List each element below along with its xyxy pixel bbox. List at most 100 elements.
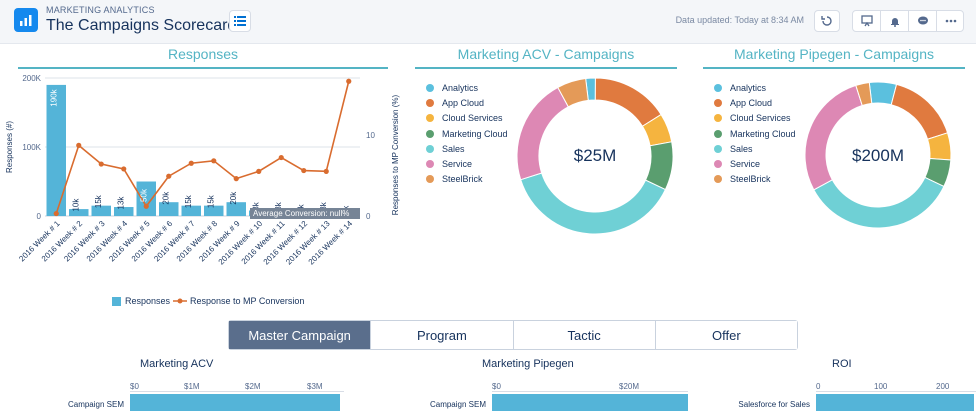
legend-label: App Cloud xyxy=(442,98,485,109)
legend-item: Sales xyxy=(714,144,753,154)
legend-swatch-line xyxy=(173,298,187,304)
conversion-point[interactable] xyxy=(166,173,172,179)
legend-label: Service xyxy=(730,159,761,169)
bar-data-label: 8k xyxy=(252,201,261,210)
legend-swatch xyxy=(426,99,434,108)
legend-label: Analytics xyxy=(442,83,479,93)
legend-swatch xyxy=(426,84,434,92)
bar-responses[interactable] xyxy=(159,202,179,216)
legend-conversion: Response to MP Conversion xyxy=(173,296,304,306)
bar-responses[interactable] xyxy=(226,202,247,216)
donut-slice-app-cloud[interactable] xyxy=(594,77,662,127)
pipegen-bar[interactable] xyxy=(492,394,688,411)
refresh-button[interactable] xyxy=(814,10,840,32)
legend-label: SteelBrick xyxy=(730,174,771,185)
legend-label: Sales xyxy=(442,143,465,154)
acv-donut-chart xyxy=(516,77,674,235)
bar-responses[interactable] xyxy=(204,205,224,216)
bar-responses[interactable] xyxy=(114,207,134,216)
legend-swatch xyxy=(714,144,722,153)
legend-item: App Cloud xyxy=(714,98,772,108)
y-axis-label-left: Responses (#) xyxy=(5,121,14,173)
y-tick-right: 10 xyxy=(366,131,375,140)
donut-slice-sales[interactable] xyxy=(813,176,945,229)
comment-button[interactable] xyxy=(909,11,937,31)
conversion-point[interactable] xyxy=(323,168,329,174)
bar-data-label: 190k xyxy=(49,88,58,106)
acv-section-title: Marketing ACV xyxy=(140,358,214,370)
legend-item: Sales xyxy=(426,144,465,154)
conversion-point[interactable] xyxy=(256,168,262,174)
acv-title: Marketing ACV - Campaigns xyxy=(457,46,635,62)
tab-tactic[interactable]: Tactic xyxy=(513,321,656,349)
y-axis-label-right: Responses to MP Conversion (%) xyxy=(391,94,400,215)
tab-program[interactable]: Program xyxy=(371,321,514,349)
acv-title-rule xyxy=(415,67,677,69)
conversion-point[interactable] xyxy=(53,210,59,217)
donut-slice-steelbrick[interactable] xyxy=(855,81,873,107)
roi-section-title: ROI xyxy=(832,358,852,370)
pipegen-title-rule xyxy=(703,67,965,69)
donut-slice-steelbrick[interactable] xyxy=(557,78,589,108)
y-tick-left: 0 xyxy=(37,212,42,221)
conversion-point[interactable] xyxy=(76,142,82,148)
more-actions-button[interactable] xyxy=(937,11,965,31)
donut-slice-app-cloud[interactable] xyxy=(890,83,949,140)
legend-swatch xyxy=(714,129,722,138)
acv-tick: $3M xyxy=(307,382,323,391)
conversion-point[interactable] xyxy=(346,78,352,84)
legend-label: Analytics xyxy=(730,83,767,93)
acv-tick: $1M xyxy=(184,382,200,391)
conversion-point[interactable] xyxy=(278,154,284,161)
conversion-line xyxy=(55,81,350,214)
pipegen-row-label: Campaign SEM xyxy=(429,400,486,409)
bar-responses[interactable] xyxy=(181,205,202,216)
subscribe-button[interactable] xyxy=(881,11,909,31)
roi-axis xyxy=(816,391,976,392)
legend-swatch xyxy=(714,114,722,123)
legend-item: Analytics xyxy=(426,83,478,93)
refresh-icon xyxy=(821,16,832,26)
legend-label: Sales xyxy=(730,143,753,154)
bar-data-label: 20k xyxy=(162,191,171,205)
conversion-point[interactable] xyxy=(98,161,104,167)
average-conversion-label: Average Conversion: null% xyxy=(250,208,360,219)
app-label: MARKETING ANALYTICS xyxy=(46,5,155,15)
legend-item: Service xyxy=(714,159,760,169)
donut-slice-service[interactable] xyxy=(804,84,863,191)
conversion-point[interactable] xyxy=(301,167,307,174)
bar-data-label: 15k xyxy=(94,194,103,208)
list-view-button[interactable] xyxy=(229,10,251,32)
responses-chart: 200K 100K 0 10 0 Responses (#) Responses to MP… xyxy=(5,74,400,267)
legend-item: Marketing Cloud xyxy=(714,129,796,139)
legend-label: SteelBrick xyxy=(442,174,483,185)
bar-responses[interactable] xyxy=(69,209,89,216)
data-updated-text: Data updated: Today at 8:34 AM xyxy=(675,15,804,25)
roi-tick: 100 xyxy=(874,382,888,391)
conversion-point[interactable] xyxy=(143,203,149,209)
bar-responses[interactable] xyxy=(136,181,157,217)
conversion-point[interactable] xyxy=(211,158,217,164)
tab-master-campaign[interactable]: Master Campaign xyxy=(229,321,372,349)
pipegen-section-title: Marketing Pipegen xyxy=(482,358,574,370)
bar-responses[interactable] xyxy=(91,205,112,216)
conversion-point[interactable] xyxy=(233,176,239,182)
conversion-point[interactable] xyxy=(121,166,127,172)
bar-data-label: 15k xyxy=(184,194,193,208)
bar-responses[interactable] xyxy=(46,84,67,217)
more-icon xyxy=(945,19,957,23)
legend-responses-label: Responses xyxy=(125,296,171,306)
conversion-point[interactable] xyxy=(188,160,194,166)
dashboard-header: MARKETING ANALYTICS The Campaigns Scorec… xyxy=(0,0,976,44)
presentation-icon xyxy=(860,15,873,27)
legend-swatch xyxy=(714,175,722,184)
presentation-button[interactable] xyxy=(853,11,881,31)
roi-bar[interactable] xyxy=(816,394,974,411)
tab-offer[interactable]: Offer xyxy=(655,321,797,349)
legend-swatch xyxy=(426,175,434,184)
donut-slice-sales[interactable] xyxy=(520,172,667,235)
acv-bar[interactable] xyxy=(130,394,340,411)
y-tick-left: 100K xyxy=(22,143,41,152)
legend-label: Service xyxy=(442,159,473,169)
acv-axis xyxy=(130,391,344,392)
